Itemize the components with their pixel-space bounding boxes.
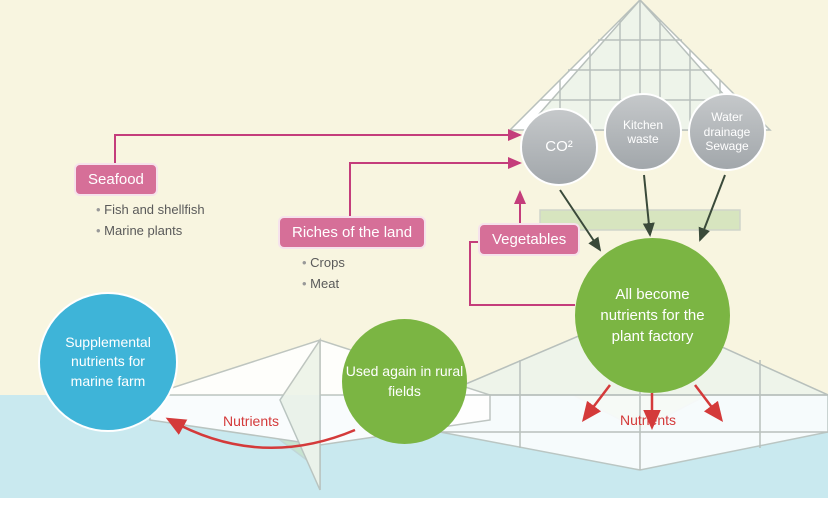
arrow-sewage-plant bbox=[700, 175, 725, 240]
list-item: Meat bbox=[302, 274, 345, 295]
circle-sewage: Water drainage Sewage bbox=[688, 93, 766, 171]
circle-marine-farm: Supplemental nutrients for marine farm bbox=[38, 292, 178, 432]
list-item: Marine plants bbox=[96, 221, 205, 242]
circle-label: CO² bbox=[545, 138, 573, 156]
tag-vegetables: Vegetables bbox=[478, 223, 580, 256]
circle-kitchen-waste: Kitchen waste bbox=[604, 93, 682, 171]
circle-label: Used again in rural fields bbox=[342, 362, 467, 401]
arrow-nutrient-1 bbox=[585, 385, 610, 418]
circle-label: All become nutrients for the plant facto… bbox=[585, 284, 720, 347]
list-riches: Crops Meat bbox=[302, 253, 345, 295]
arrow-nutrient-3 bbox=[695, 385, 720, 418]
arrow-kitchen-plant bbox=[644, 175, 650, 235]
list-item: Fish and shellfish bbox=[96, 200, 205, 221]
list-item: Crops bbox=[302, 253, 345, 274]
label-nutrients-left: Nutrients bbox=[223, 413, 279, 429]
circle-label: Water drainage Sewage bbox=[690, 110, 764, 153]
label-nutrients-right: Nutrients bbox=[620, 412, 676, 428]
tag-riches: Riches of the land bbox=[278, 216, 426, 249]
circle-rural-fields: Used again in rural fields bbox=[342, 319, 467, 444]
circle-plant-factory: All become nutrients for the plant facto… bbox=[575, 238, 730, 393]
circle-label: Supplemental nutrients for marine farm bbox=[50, 333, 166, 392]
arrow-seafood-co2 bbox=[115, 135, 520, 163]
circle-co2: CO² bbox=[520, 108, 598, 186]
circle-label: Kitchen waste bbox=[606, 118, 680, 147]
list-seafood: Fish and shellfish Marine plants bbox=[96, 200, 205, 242]
arrow-riches-co2 bbox=[350, 163, 520, 216]
tag-seafood: Seafood bbox=[74, 163, 158, 196]
